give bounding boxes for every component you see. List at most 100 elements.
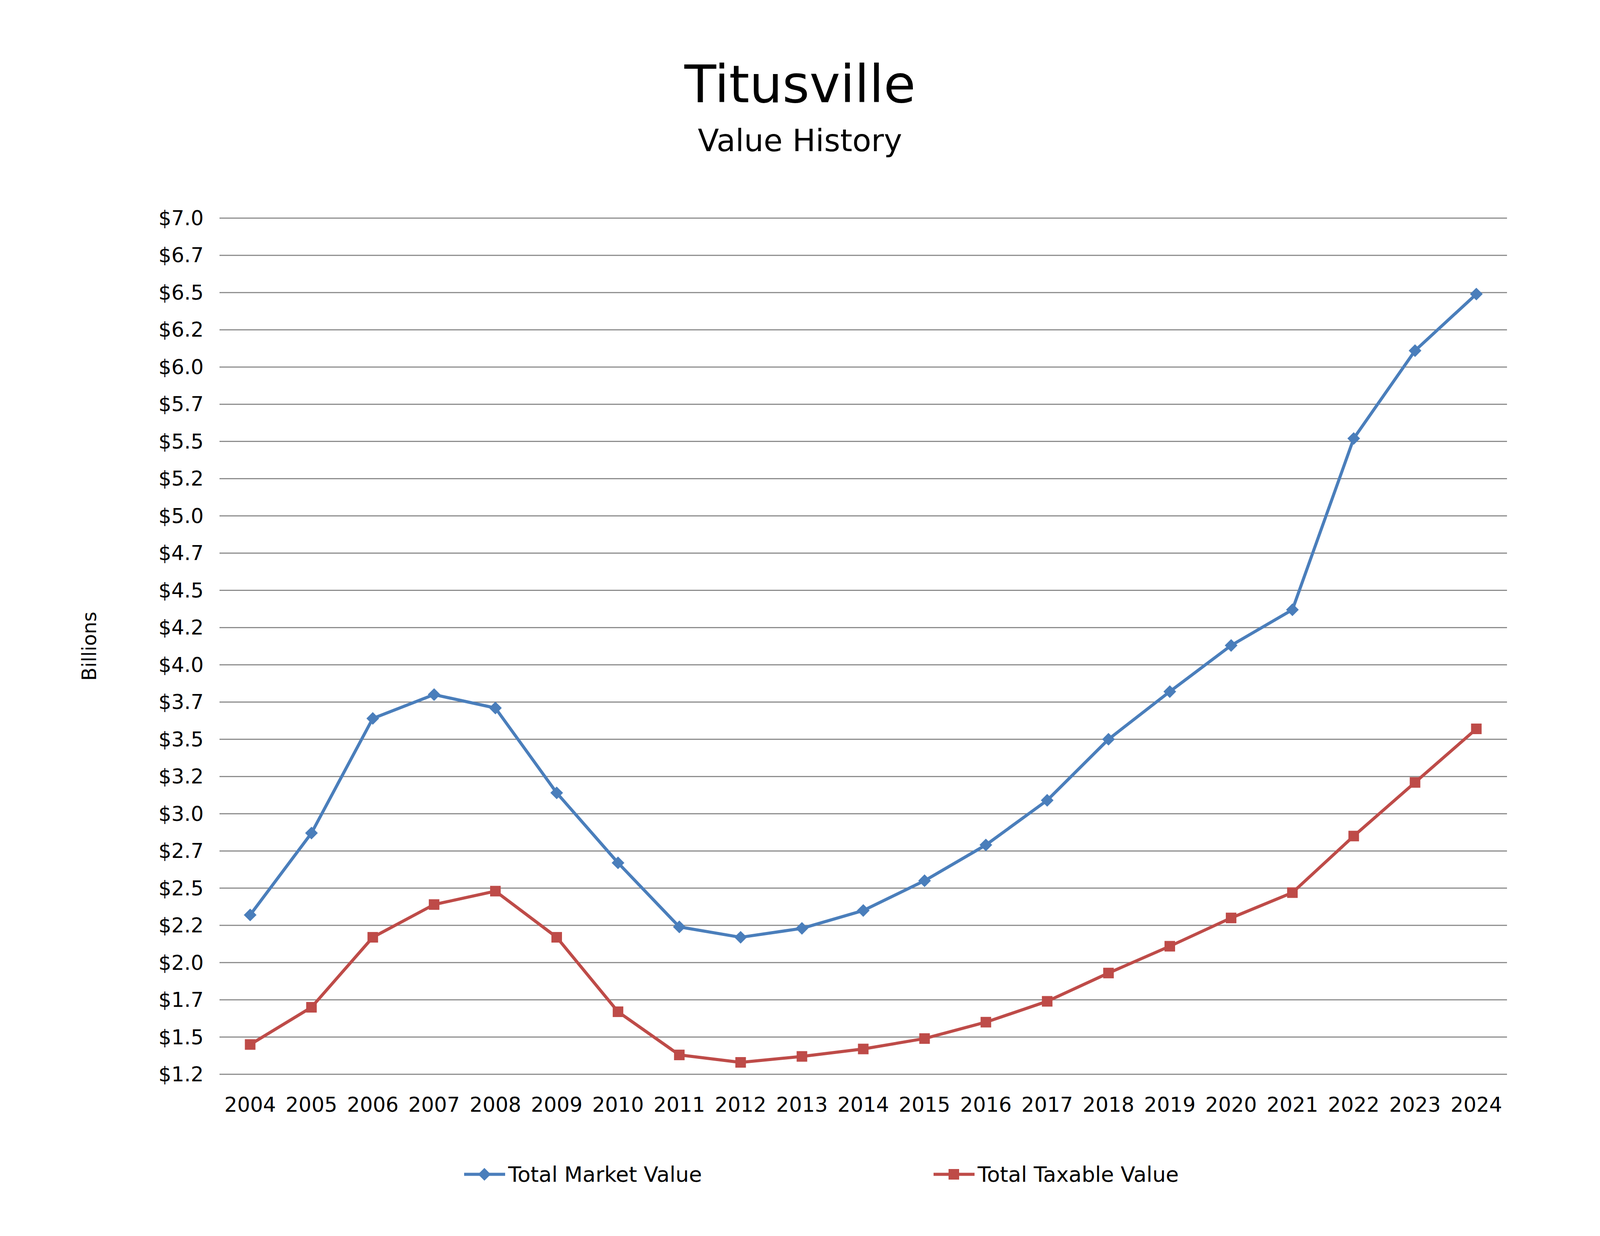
y-tick-label: $3.2 [158, 764, 204, 789]
marker [490, 886, 501, 897]
legend: Total Market Value Total Taxable Value [464, 1162, 1179, 1187]
grid-line [219, 329, 1507, 331]
x-tick-label: 2011 [653, 1093, 706, 1117]
grid-line [219, 962, 1507, 964]
y-tick-label: $1.2 [158, 1062, 204, 1087]
marker [489, 702, 502, 715]
marker [245, 1039, 256, 1050]
marker [1347, 432, 1360, 445]
grid-line [219, 999, 1507, 1001]
x-tick-label: 2020 [1205, 1093, 1258, 1117]
x-tick-label: 2004 [224, 1093, 276, 1117]
y-tick-label: $3.0 [158, 802, 204, 827]
x-tick-label: 2022 [1328, 1093, 1380, 1117]
marker [1103, 968, 1114, 979]
y-grid: $1.2$1.5$1.7$2.0$2.2$2.5$2.7$3.0$3.2$3.5… [158, 206, 1507, 1087]
y-tick-label: $4.7 [158, 541, 204, 566]
y-tick-label: $5.0 [158, 504, 204, 529]
marker [1042, 996, 1053, 1007]
grid-line [219, 254, 1507, 257]
marker [980, 839, 992, 852]
y-axis-label: Billions [78, 611, 101, 681]
y-tick-label: $5.2 [158, 466, 204, 491]
y-tick-label: $4.0 [158, 653, 204, 678]
y-tick-label: $6.0 [158, 355, 204, 380]
marker [1470, 288, 1482, 300]
marker [858, 1044, 869, 1055]
marker [428, 688, 440, 701]
y-tick-label: $3.5 [158, 727, 204, 752]
grid-line [219, 366, 1507, 369]
marker [1287, 888, 1298, 898]
marker [1286, 604, 1299, 616]
marker [735, 1057, 746, 1068]
y-tick-label: $2.7 [158, 839, 204, 864]
x-tick-label: 2023 [1389, 1093, 1441, 1117]
grid-line [219, 1036, 1507, 1039]
y-tick-label: $1.5 [158, 1025, 204, 1050]
marker [612, 857, 624, 869]
marker [796, 1051, 807, 1062]
x-tick-label: 2015 [898, 1093, 951, 1117]
x-tick-label: 2024 [1450, 1093, 1503, 1117]
title: Titusville [684, 53, 916, 115]
x-tick-label: 2010 [592, 1093, 644, 1117]
marker [306, 1002, 317, 1013]
x-tick-label: 2016 [960, 1093, 1012, 1117]
marker [368, 932, 378, 943]
grid-line [219, 627, 1507, 629]
marker [613, 1007, 623, 1017]
marker [551, 932, 562, 943]
grid-line [219, 403, 1507, 406]
grid-line [219, 738, 1507, 741]
marker [1471, 724, 1481, 734]
x-tick-label: 2018 [1082, 1093, 1135, 1117]
marker [796, 922, 808, 935]
marker [981, 1017, 991, 1028]
series [245, 724, 1482, 1068]
grid-line [219, 515, 1507, 518]
x-tick-label: 2017 [1021, 1093, 1073, 1117]
grid-line [219, 813, 1507, 815]
marker [1164, 941, 1175, 952]
x-axis: 2004200520062007200820092010201120122013… [224, 1093, 1503, 1117]
x-tick-label: 2019 [1143, 1093, 1196, 1117]
x-tick-label: 2014 [837, 1093, 890, 1117]
grid-line [219, 887, 1507, 890]
marker [919, 1034, 930, 1044]
subtitle: Value History [697, 122, 903, 159]
marker [244, 909, 257, 921]
legend-marker [478, 1168, 491, 1181]
y-tick-label: $2.5 [158, 876, 204, 901]
y-tick-label: $4.2 [158, 615, 204, 640]
y-tick-label: $4.5 [158, 578, 204, 603]
series [244, 288, 1483, 944]
y-tick-label: $2.0 [158, 951, 204, 975]
marker [1409, 345, 1421, 357]
y-tick-label: $6.2 [158, 317, 204, 342]
y-tick-label: $7.0 [158, 206, 204, 231]
legend-label: Total Taxable Value [977, 1162, 1179, 1187]
x-tick-label: 2009 [530, 1093, 583, 1117]
marker [1225, 640, 1237, 652]
marker [1164, 686, 1176, 698]
marker [673, 921, 685, 933]
grid-line [219, 478, 1507, 480]
marker [1102, 733, 1115, 746]
grid-line [219, 664, 1507, 666]
grid-line [219, 217, 1507, 220]
grid-line [219, 441, 1507, 443]
marker [674, 1050, 685, 1061]
y-tick-label: $2.2 [158, 913, 204, 938]
x-tick-label: 2012 [714, 1093, 767, 1117]
x-tick-label: 2008 [469, 1093, 521, 1117]
chart: Titusville Value History Billions $1.2 $1.5 $… [0, 0, 1600, 1236]
legend-label: Total Market Value [507, 1162, 702, 1187]
x-tick-label: 2013 [776, 1093, 828, 1117]
grid-line [219, 925, 1507, 927]
legend-marker [948, 1169, 959, 1180]
marker [429, 900, 440, 910]
grid-line [219, 850, 1507, 853]
marker [1348, 831, 1359, 841]
grid-line [219, 776, 1507, 778]
